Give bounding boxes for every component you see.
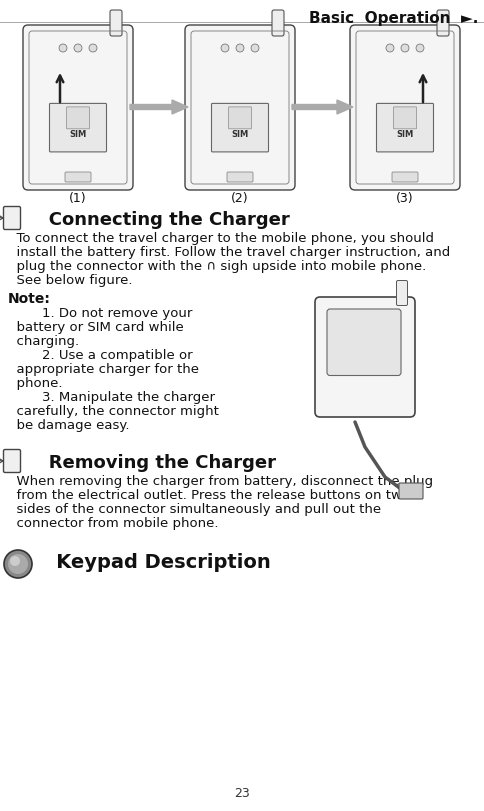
- FancyBboxPatch shape: [396, 281, 407, 306]
- FancyBboxPatch shape: [376, 103, 433, 152]
- Text: SIM: SIM: [69, 130, 87, 139]
- Text: (3): (3): [395, 192, 413, 205]
- Circle shape: [59, 44, 67, 52]
- FancyArrow shape: [130, 100, 188, 114]
- Text: Connecting the Charger: Connecting the Charger: [30, 211, 289, 229]
- Circle shape: [221, 44, 228, 52]
- Text: (2): (2): [231, 192, 248, 205]
- Text: sides of the connector simultaneously and pull out the: sides of the connector simultaneously an…: [8, 503, 380, 516]
- Text: SIM: SIM: [231, 130, 248, 139]
- FancyBboxPatch shape: [3, 449, 20, 473]
- Text: 3. Manipulate the charger: 3. Manipulate the charger: [8, 391, 214, 404]
- FancyBboxPatch shape: [393, 107, 416, 129]
- Text: Keypad Description: Keypad Description: [36, 553, 270, 572]
- Circle shape: [4, 550, 32, 578]
- Circle shape: [251, 44, 258, 52]
- Text: be damage easy.: be damage easy.: [8, 419, 129, 432]
- Text: connector from mobile phone.: connector from mobile phone.: [8, 517, 218, 530]
- Text: To connect the travel charger to the mobile phone, you should: To connect the travel charger to the mob…: [8, 232, 433, 245]
- Text: When removing the charger from battery, disconnect the plug: When removing the charger from battery, …: [8, 475, 432, 488]
- FancyBboxPatch shape: [314, 297, 414, 417]
- Text: charging.: charging.: [8, 335, 79, 348]
- FancyArrow shape: [291, 100, 352, 114]
- FancyBboxPatch shape: [326, 309, 400, 375]
- Text: 23: 23: [234, 787, 249, 800]
- Text: 2. Use a compatible or: 2. Use a compatible or: [8, 349, 192, 362]
- Circle shape: [236, 44, 243, 52]
- FancyBboxPatch shape: [211, 103, 268, 152]
- Text: phone.: phone.: [8, 377, 62, 390]
- Text: Basic  Operation  ►.: Basic Operation ►.: [308, 11, 477, 26]
- Circle shape: [10, 556, 20, 566]
- Text: 1. Do not remove your: 1. Do not remove your: [8, 307, 192, 320]
- FancyBboxPatch shape: [65, 172, 91, 182]
- Text: Note:: Note:: [8, 292, 51, 306]
- Circle shape: [8, 554, 28, 574]
- Circle shape: [400, 44, 408, 52]
- Text: from the electrical outlet. Press the release buttons on two: from the electrical outlet. Press the re…: [8, 489, 409, 502]
- FancyBboxPatch shape: [436, 10, 448, 36]
- Text: install the battery first. Follow the travel charger instruction, and: install the battery first. Follow the tr…: [8, 246, 449, 259]
- FancyBboxPatch shape: [110, 10, 122, 36]
- FancyBboxPatch shape: [184, 25, 294, 190]
- Text: appropriate charger for the: appropriate charger for the: [8, 363, 198, 376]
- Circle shape: [415, 44, 423, 52]
- FancyBboxPatch shape: [3, 207, 20, 230]
- Circle shape: [385, 44, 393, 52]
- FancyBboxPatch shape: [272, 10, 284, 36]
- Text: SIM: SIM: [395, 130, 413, 139]
- Text: Removing the Charger: Removing the Charger: [30, 454, 275, 472]
- FancyBboxPatch shape: [23, 25, 133, 190]
- Text: (1): (1): [69, 192, 87, 205]
- Text: battery or SIM card while: battery or SIM card while: [8, 321, 183, 334]
- Text: carefully, the connector might: carefully, the connector might: [8, 405, 218, 418]
- FancyBboxPatch shape: [227, 172, 253, 182]
- Circle shape: [74, 44, 82, 52]
- FancyBboxPatch shape: [228, 107, 251, 129]
- Circle shape: [89, 44, 97, 52]
- Text: See below figure.: See below figure.: [8, 274, 132, 287]
- Text: plug the connector with the ∩ sigh upside into mobile phone.: plug the connector with the ∩ sigh upsid…: [8, 260, 425, 273]
- FancyBboxPatch shape: [398, 483, 422, 499]
- FancyBboxPatch shape: [391, 172, 417, 182]
- FancyBboxPatch shape: [349, 25, 459, 190]
- FancyBboxPatch shape: [49, 103, 106, 152]
- FancyBboxPatch shape: [66, 107, 90, 129]
